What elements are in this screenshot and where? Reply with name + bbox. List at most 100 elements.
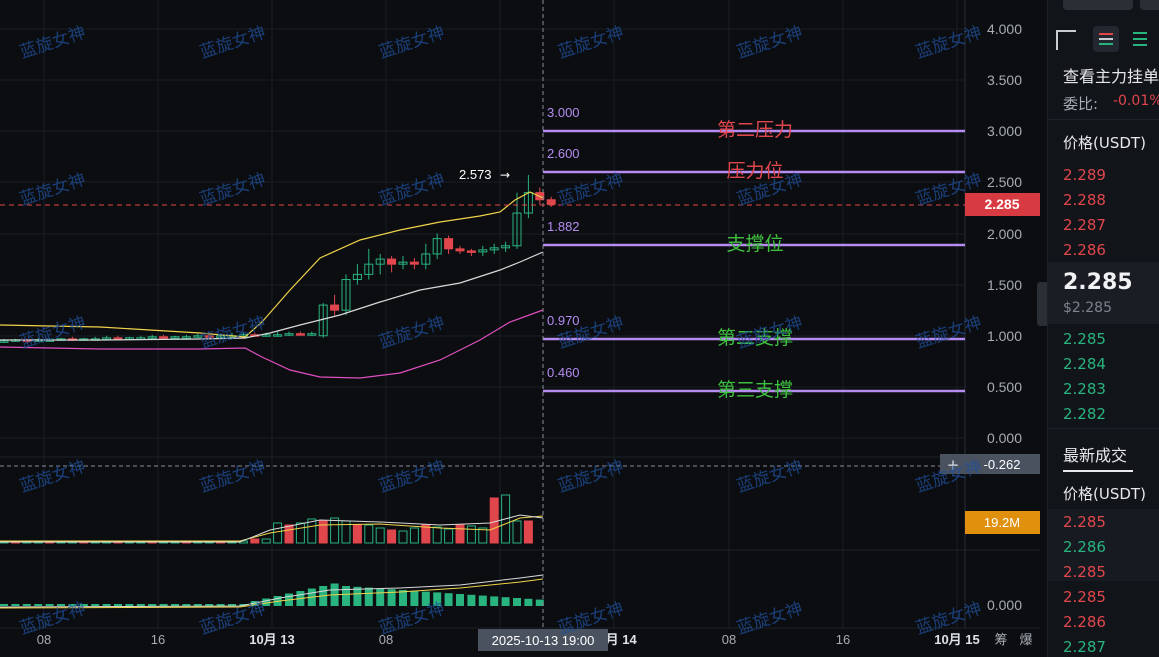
volume-bar xyxy=(318,520,328,544)
candle-body xyxy=(546,199,556,205)
view-main-orders-link[interactable]: 查看主力挂单 xyxy=(1063,67,1159,86)
liquidation-toggle[interactable]: 爆 xyxy=(1019,632,1032,647)
indicator-line-slow xyxy=(0,574,544,608)
bid-price[interactable]: 2.285 xyxy=(1063,330,1106,348)
candle-body xyxy=(193,335,203,338)
trades-price-header: 价格(USDT) xyxy=(1063,485,1146,503)
indicator-bar xyxy=(125,604,134,606)
indicator-tick: 0.000 xyxy=(987,597,1022,613)
candle-body xyxy=(159,336,169,339)
indicator-bar xyxy=(501,597,510,606)
indicator-bar xyxy=(79,604,88,606)
support-resistance-levels: 3.000 第二压力 2.600 压力位 1.882 支撑位 0.970 第二支撑 0.460 第… xyxy=(543,105,965,401)
indicator-bar xyxy=(399,590,407,606)
indicator-bar xyxy=(376,588,385,606)
ratio-label: 委比: xyxy=(1063,95,1099,113)
indicator-bar xyxy=(11,604,20,606)
latest-trades-tab[interactable]: 最新成交 xyxy=(1063,446,1128,465)
volume-bar xyxy=(250,538,260,544)
candle-body xyxy=(261,334,271,337)
indicator-bar xyxy=(535,599,544,606)
price-column-header: 价格(USDT) xyxy=(1063,134,1146,152)
level-value-label: 0.460 xyxy=(547,365,580,380)
indicator-bar xyxy=(228,604,236,606)
volume-bar xyxy=(478,527,488,544)
candlestick-series xyxy=(0,174,556,343)
time-tick: 08 xyxy=(37,632,51,647)
volume-bar xyxy=(375,527,385,544)
ask-price[interactable]: 2.288 xyxy=(1063,191,1106,209)
ask-price[interactable]: 2.286 xyxy=(1063,241,1106,259)
time-tick: 16 xyxy=(836,632,850,647)
order-book-panel: 查看主力挂单 委比: -0.01% 价格(USDT) 2.289 2.288 2… xyxy=(1047,0,1159,657)
indicator-bar xyxy=(342,586,350,606)
bid-price[interactable]: 2.284 xyxy=(1063,355,1106,373)
candle-body xyxy=(387,258,397,265)
indicator-bar xyxy=(524,598,533,606)
time-tick: 08 xyxy=(379,632,393,647)
price-tick: 1.000 xyxy=(987,328,1022,344)
candle-body xyxy=(295,333,305,336)
level-value-label: 3.000 xyxy=(547,105,580,120)
candle-body xyxy=(341,279,351,311)
indicator-line-fast xyxy=(0,578,544,609)
bid-price[interactable]: 2.282 xyxy=(1063,405,1106,423)
volume-bar xyxy=(523,520,533,544)
candle-body xyxy=(273,334,283,337)
bid-ask-view-icon[interactable] xyxy=(1093,26,1119,52)
time-tick: 08 xyxy=(722,632,736,647)
order-book-view-icon[interactable] xyxy=(1056,30,1076,50)
indicator-bar xyxy=(148,604,157,606)
volume-bar xyxy=(261,538,271,544)
plus-icon[interactable]: + xyxy=(947,456,960,474)
indicator-bar xyxy=(421,591,430,606)
price-tick: 3.000 xyxy=(987,123,1022,139)
candle-body xyxy=(170,336,180,339)
candle-body xyxy=(375,258,385,265)
volume-bar xyxy=(295,522,305,544)
price-tick: 1.500 xyxy=(987,277,1022,293)
panel-collapse-handle[interactable] xyxy=(1037,282,1047,326)
candle-body xyxy=(432,238,442,255)
high-arrow-icon: → xyxy=(500,168,510,182)
volume-bar xyxy=(352,524,362,544)
volume-tag: 19.2M xyxy=(984,515,1020,530)
ask-price[interactable]: 2.287 xyxy=(1063,216,1106,234)
candle-body xyxy=(455,248,465,252)
candle-body xyxy=(501,245,511,249)
ask-price[interactable]: 2.289 xyxy=(1063,166,1106,184)
ratio-value: -0.01% xyxy=(1113,93,1159,109)
last-price: 2.285 xyxy=(1063,270,1133,295)
candle-body xyxy=(181,336,191,339)
volume-bar xyxy=(455,524,465,544)
chip-distribution-toggle[interactable]: 筹 xyxy=(994,632,1007,647)
indicator-bar xyxy=(102,604,111,606)
candle-body xyxy=(352,273,362,281)
volume-bar xyxy=(330,517,340,544)
ma-fast-line xyxy=(0,191,544,338)
level-name-label: 支撑位 xyxy=(726,233,783,255)
candle-body xyxy=(0,340,9,343)
indicator-bar xyxy=(114,604,122,606)
top-tab-button[interactable] xyxy=(1063,0,1133,10)
volume-bar xyxy=(466,525,476,544)
asks-only-icon[interactable] xyxy=(1133,30,1149,48)
level-name-label: 第二支撑 xyxy=(717,327,793,349)
volume-ma-slow xyxy=(0,514,544,543)
trade-price: 2.286 xyxy=(1063,538,1106,556)
volume-bar xyxy=(432,526,442,544)
volume-bar xyxy=(421,524,431,544)
time-tick: 10月 13 xyxy=(249,632,295,647)
kline-chart[interactable]: 3.000 第二压力 2.600 压力位 1.882 支撑位 0.970 第二支撑 0.460 第… xyxy=(0,0,1040,657)
trade-price: 2.285 xyxy=(1063,513,1106,531)
volume-bars xyxy=(0,494,544,609)
bid-price[interactable]: 2.283 xyxy=(1063,380,1106,398)
candle-body xyxy=(147,336,157,339)
ma-slow-line xyxy=(0,251,544,341)
top-tab-button[interactable] xyxy=(1140,0,1159,10)
volume-bar xyxy=(444,528,454,544)
ma-low-line xyxy=(0,309,544,379)
indicator-bar xyxy=(0,604,8,606)
trade-price: 2.286 xyxy=(1063,613,1106,631)
highlight-row xyxy=(1048,509,1159,581)
